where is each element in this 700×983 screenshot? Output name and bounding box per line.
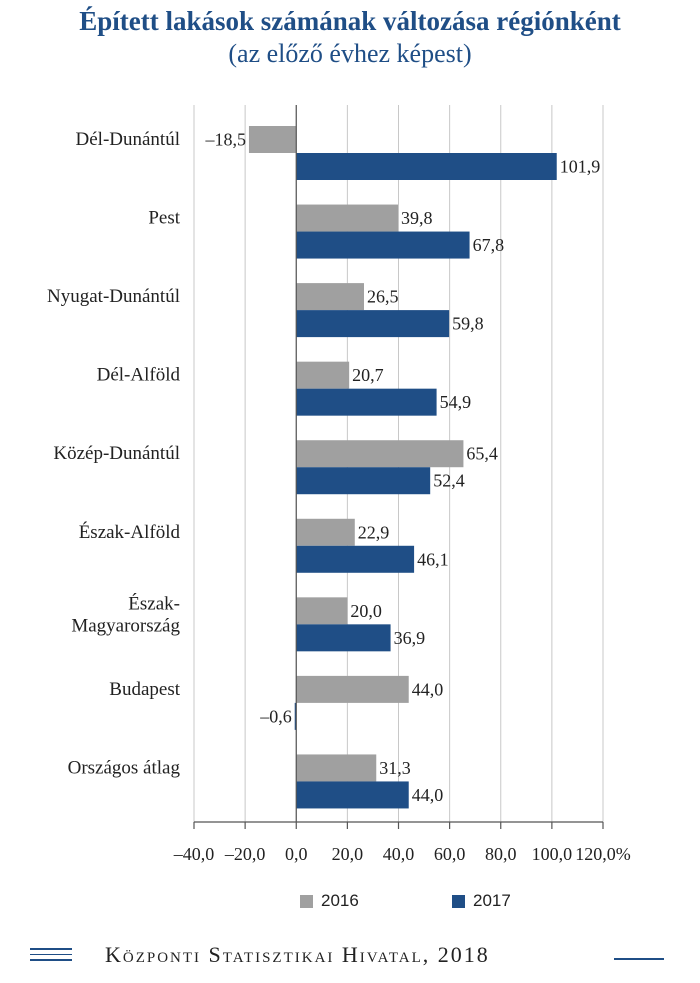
data-label: 52,4: [433, 471, 465, 491]
footer-rule: [614, 958, 664, 960]
bar-2017: [296, 781, 409, 809]
footer-lines-icon: [30, 948, 72, 965]
data-label: 26,5: [367, 287, 399, 307]
data-label: 22,9: [358, 522, 390, 542]
bar-2016: [248, 126, 297, 153]
data-label: 39,8: [401, 208, 433, 228]
bar-2017: [296, 545, 415, 573]
legend-label-2017: 2017: [473, 891, 511, 910]
data-label: 31,3: [379, 758, 411, 778]
category-label: Országos átlag: [68, 757, 181, 778]
x-tick-label: 0,0: [285, 844, 308, 864]
data-label: 44,0: [412, 679, 444, 699]
x-tick-label: 20,0: [332, 844, 364, 864]
data-label: 54,9: [440, 392, 472, 412]
bar-2017: [296, 467, 431, 495]
bar-2016: [296, 361, 350, 389]
category-label: Budapest: [109, 679, 180, 700]
x-tick-label: 120,0%: [575, 844, 631, 864]
bar-chart: –18,5 101,9 Dél-Dunántúl 39,8 67,8 Pest 26,5 59…: [47, 105, 631, 864]
data-label: 65,4: [466, 444, 498, 464]
data-label: 67,8: [473, 235, 505, 255]
data-label: 20,0: [350, 601, 382, 621]
category-label: Észak-: [128, 592, 180, 614]
data-label: 44,0: [412, 785, 444, 805]
footer-text: Központi Statisztikai Hivatal, 2018: [105, 942, 490, 967]
bar-2017: [296, 624, 391, 652]
x-tick-label: 80,0: [485, 844, 517, 864]
footer: Központi Statisztikai Hivatal, 2018: [0, 936, 700, 976]
legend-swatch-2017: [452, 894, 465, 908]
bar-2016: [296, 754, 377, 782]
category-label: Dél-Alföld: [97, 365, 181, 386]
bar-2017: [296, 153, 557, 180]
legend-item-2016: 2016: [300, 891, 359, 911]
category-label: Magyarország: [71, 615, 180, 636]
bar-2017: [294, 702, 297, 730]
data-label: 101,9: [560, 157, 601, 177]
data-label: –0,6: [259, 706, 292, 726]
bar-2016: [296, 597, 348, 625]
bar-2016: [296, 204, 398, 232]
bar-2017: [296, 231, 470, 259]
bar-2017: [296, 388, 437, 416]
bar-2017: [296, 310, 450, 338]
data-label: 20,7: [352, 365, 384, 385]
chart-subtitle: (az előző évhez képest): [228, 39, 472, 68]
data-label: 46,1: [417, 549, 449, 569]
category-label: Pest: [148, 208, 180, 229]
legend-label-2016: 2016: [321, 891, 359, 910]
bar-2016: [296, 675, 409, 703]
bar-2016: [296, 518, 355, 546]
legend-swatch-2016: [300, 894, 313, 908]
legend-item-2017: 2017: [452, 891, 511, 911]
data-label: 36,9: [394, 628, 426, 648]
bar-2016: [296, 440, 464, 468]
x-tick-label: 40,0: [383, 844, 415, 864]
data-label: 59,8: [452, 314, 484, 334]
category-label: Észak-Alföld: [79, 521, 181, 543]
x-tick-label: 100,0: [532, 844, 573, 864]
legend: 2016 2017: [0, 891, 700, 921]
x-tick-label: 60,0: [434, 844, 466, 864]
data-label: –18,5: [204, 130, 246, 150]
x-tick-label: –20,0: [224, 844, 266, 864]
category-label: Nyugat-Dunántúl: [47, 286, 180, 307]
category-label: Közép-Dunántúl: [53, 443, 180, 464]
chart-title: Épített lakások számának változása régió…: [79, 6, 621, 36]
category-label: Dél-Dunántúl: [76, 129, 180, 150]
x-tick-label: –40,0: [173, 844, 215, 864]
bar-2016: [296, 283, 364, 311]
